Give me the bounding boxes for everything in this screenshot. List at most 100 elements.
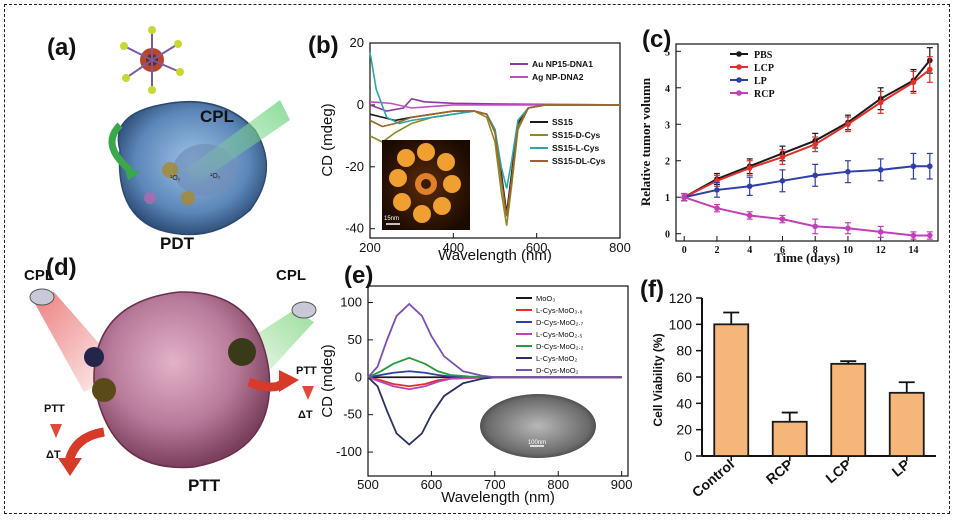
ytick-label-e: 0 <box>355 369 362 384</box>
nanoparticle-right-icon <box>228 338 256 366</box>
data-point-c <box>746 165 753 171</box>
data-point-c <box>927 232 933 239</box>
inset-image-b: 15nm <box>382 140 470 230</box>
ptt-left-text: PTT <box>44 403 65 415</box>
series-line-c <box>683 165 930 199</box>
panel-b-label: (b) <box>308 32 339 59</box>
ytick-label-f: 40 <box>676 395 692 411</box>
xtick-label-b: 600 <box>526 240 548 255</box>
green-arrow-icon <box>108 122 133 173</box>
ytick-label-c: 5 <box>665 47 670 58</box>
ptt-caption: PTT <box>188 476 221 495</box>
xtick-label-c: 14 <box>908 245 918 256</box>
ytick-label-b: 0 <box>357 97 364 112</box>
chart-f: 0 20 40 60 80 100 120 Control RCP LCP LP Cell Via… <box>651 290 936 500</box>
legend-label-c: LP <box>754 76 767 87</box>
pdt-illustration: CPL ¹O₂ ¹O₂ <box>108 26 290 236</box>
laser-right-icon <box>291 301 317 319</box>
ytick-label-e: -50 <box>343 407 362 422</box>
legend-label-b: Au NP15-DNA1 <box>532 59 593 69</box>
nanoparticle-dark-icon <box>84 347 104 367</box>
panel-e-label: (e) <box>344 262 374 289</box>
legend-label-e: D-Cys-MoO₂.₂ <box>536 342 584 351</box>
xtick-label-c: 2 <box>714 245 719 256</box>
figure-frame <box>4 4 950 514</box>
legend-marker-c <box>736 64 742 70</box>
panel-c-label: (c) <box>642 26 672 53</box>
data-point-c <box>681 194 687 201</box>
singlet-oxygen-label-1: ¹O₂ <box>170 175 181 182</box>
nanoparticle-icon <box>120 26 184 94</box>
dt-right-text: ΔT <box>298 409 313 421</box>
cpl-beam-icon <box>185 100 290 185</box>
xtick-label-c: 6 <box>780 245 785 256</box>
series-line-c <box>683 196 930 237</box>
ylabel-c: Relative tumor volumn <box>638 77 653 206</box>
inset-image-e: 100nm <box>480 394 596 458</box>
data-point-c <box>910 232 917 239</box>
ytick-label-c: 2 <box>665 157 670 168</box>
panel-f-label: (f) <box>640 276 664 303</box>
ytick-label-b: -40 <box>345 221 364 236</box>
inset-scale-e: 100nm <box>528 440 546 446</box>
legend-label-e: L-Cys-MoO₂.₅ <box>536 330 582 339</box>
data-point-c <box>779 154 786 160</box>
xtick-label-e: 500 <box>357 477 379 492</box>
xlabel-b: Wavelength (nm) <box>438 247 552 264</box>
heat-arrow-left-icon <box>64 427 105 464</box>
ptt-illustration: CPL CPL PTT ΔT PTT ΔT <box>24 267 317 476</box>
plot-frame-e <box>367 285 629 477</box>
data-point-c <box>845 121 851 128</box>
legend-label-e: D-Cys-MoO₂.₇ <box>536 318 584 327</box>
ylabel-b: CD (mdeg) <box>320 103 336 176</box>
legend-marker-c <box>736 77 742 83</box>
tumor-cell-icon-d <box>93 291 271 469</box>
nanoparticle-gold-icon <box>92 378 116 402</box>
data-point-c <box>779 216 786 222</box>
series-line-e <box>367 376 622 391</box>
xtick-label-b: 400 <box>442 240 464 255</box>
data-point-c <box>746 183 753 190</box>
data-point-c <box>910 79 917 86</box>
ytick-label-f: 120 <box>669 290 693 306</box>
xtick-label-c: 12 <box>876 245 886 256</box>
laser-left-icon <box>29 288 55 306</box>
bar-f <box>771 420 808 457</box>
data-point-c <box>877 99 884 106</box>
panel-a-label: (a) <box>47 34 77 61</box>
heat-arrow-right-icon <box>247 377 288 392</box>
xtick-label-e: 700 <box>484 477 506 492</box>
category-label-f: LCP <box>822 456 854 486</box>
ytick-label-f: 60 <box>676 369 692 385</box>
singlet-oxygen-label-2: ¹O₂ <box>210 173 221 180</box>
data-point-c <box>877 229 884 235</box>
legend-label-e: L-Cys-MoO₂ <box>536 354 577 363</box>
ytick-label-e: -100 <box>336 444 362 459</box>
bar-f <box>830 362 867 457</box>
panel-d-label: (d) <box>46 254 77 281</box>
category-label-f: LP <box>889 456 913 480</box>
data-point-c <box>812 141 818 148</box>
legend-label-b: Ag NP-DNA2 <box>532 72 584 82</box>
legend-marker-c <box>736 90 742 96</box>
ytick-label-f: 100 <box>669 316 693 332</box>
ytick-label-e: 100 <box>340 294 362 309</box>
ylabel-e: CD (mdeg) <box>320 344 336 417</box>
ylabel-f: Cell Viability (%) <box>651 333 665 426</box>
data-point-c <box>714 187 720 193</box>
cpl-right-text: CPL <box>276 267 306 284</box>
legend-label-b: SS15-L-Cys <box>552 143 600 153</box>
data-point-c <box>845 168 851 175</box>
ptt-right-text: PTT <box>296 365 317 377</box>
data-point-c <box>910 163 917 170</box>
xtick-label-b: 800 <box>609 240 631 255</box>
legend-label-c: RCP <box>754 89 775 100</box>
xlabel-c: Time (days) <box>774 250 840 265</box>
xtick-label-b: 200 <box>359 240 381 255</box>
category-label-f: RCP <box>763 456 796 487</box>
data-point-c <box>845 225 851 232</box>
ytick-label-c: 0 <box>665 230 670 241</box>
ytick-label-c: 3 <box>665 120 670 131</box>
